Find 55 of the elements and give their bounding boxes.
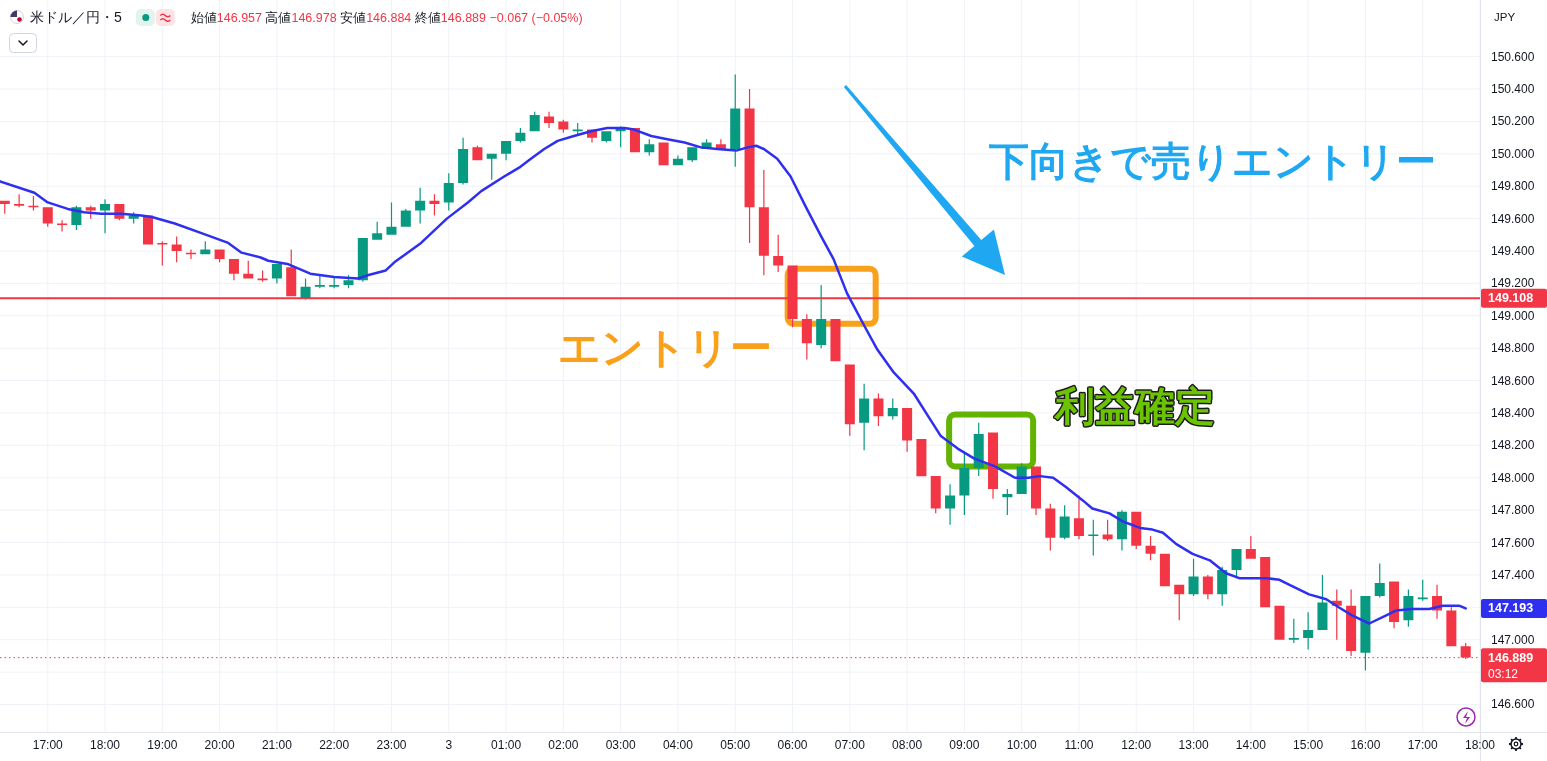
x-tick-label: 15:00	[1293, 738, 1324, 752]
x-tick-label: 18:00	[1464, 738, 1496, 752]
x-tick-label: 3	[445, 738, 453, 752]
y-tick-label: 148.200	[1491, 438, 1535, 453]
x-tick-label: 10:00	[1006, 738, 1038, 752]
y-tick-label: 148.600	[1491, 373, 1535, 388]
x-tick-label: 03:00	[605, 738, 636, 752]
y-tick-label: 150.600	[1491, 49, 1535, 64]
x-tick-label: 08:00	[892, 738, 923, 752]
y-tick-label: 149.400	[1491, 244, 1535, 259]
y-tick-label: 147.600	[1491, 535, 1535, 550]
x-tick-label: 01:00	[491, 738, 522, 752]
data-label: 147.193	[1488, 601, 1534, 616]
y-tick-label: 147.000	[1491, 632, 1535, 647]
annotation: エントリー	[557, 324, 772, 372]
x-tick-label: 09:00	[949, 738, 980, 752]
x-tick-label: 23:00	[376, 738, 407, 752]
text: 03:12	[1488, 666, 1519, 681]
y-tick-label: 148.800	[1491, 341, 1535, 356]
x-tick-label: 17:00	[1407, 738, 1439, 752]
ref-line-label: 149.108	[1488, 291, 1534, 306]
y-tick-label: 149.200	[1491, 276, 1535, 291]
x-tick-label: 02:00	[548, 738, 579, 752]
x-tick-label: 17:00	[32, 738, 64, 752]
x-tick-label: 22:00	[319, 738, 350, 752]
y-tick-label: 150.200	[1491, 114, 1535, 129]
x-tick-label: 13:00	[1178, 738, 1209, 752]
y-tick-label: 149.600	[1491, 211, 1535, 226]
y-tick-label: 150.400	[1491, 82, 1535, 97]
x-tick-label: 18:00	[90, 738, 121, 752]
y-tick-label: 147.800	[1491, 503, 1535, 518]
y-axis-title: JPY	[1494, 11, 1516, 23]
x-tick-label: 11:00	[1064, 738, 1094, 752]
ref-line-label: 146.889	[1488, 650, 1534, 665]
y-tick-label: 148.000	[1491, 470, 1535, 485]
x-tick-label: 06:00	[777, 738, 808, 752]
x-tick-label: 07:00	[834, 738, 866, 752]
y-tick-label: 148.400	[1491, 405, 1535, 420]
x-tick-label: 04:00	[662, 738, 694, 752]
y-tick-label: 149.000	[1491, 308, 1535, 323]
x-tick-label: 16:00	[1350, 738, 1381, 752]
text: 始値146.957 高値146.978 安値146.884 終値146.889 −0.067 (−0.05%)	[190, 10, 583, 25]
x-tick-label: 14:00	[1235, 738, 1267, 752]
y-tick-label: 147.400	[1491, 567, 1535, 582]
y-tick-label: 150.000	[1491, 146, 1535, 161]
x-tick-label: 20:00	[204, 738, 235, 752]
annotation: 下向きで売りエントリー	[988, 139, 1436, 183]
y-tick-label: 149.800	[1491, 179, 1535, 194]
x-tick-label: 12:00	[1121, 738, 1152, 752]
y-tick-label: 146.600	[1491, 697, 1535, 712]
x-tick-label: 19:00	[147, 738, 178, 752]
x-tick-label: 21:00	[261, 738, 293, 752]
text: 米ドル／円・5	[30, 9, 122, 25]
x-tick-label: 05:00	[720, 738, 751, 752]
annotation: 利益確定	[1053, 384, 1216, 429]
